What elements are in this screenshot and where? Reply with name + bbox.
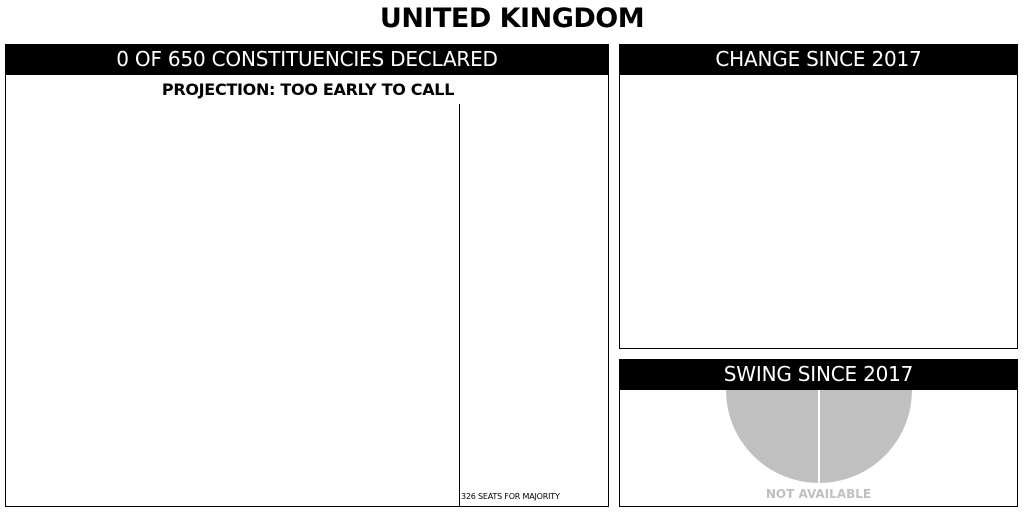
seats-panel-header: 0 OF 650 CONSTITUENCIES DECLARED — [5, 44, 609, 75]
majority-line — [459, 104, 460, 506]
swing-gauge — [726, 390, 912, 485]
seats-panel: 0 OF 650 CONSTITUENCIES DECLARED PROJECT… — [5, 44, 609, 507]
change-panel: CHANGE SINCE 2017 — [619, 44, 1018, 349]
swing-status: NOT AVAILABLE — [765, 487, 872, 501]
swing-panel-header: SWING SINCE 2017 — [619, 359, 1018, 390]
majority-label: 326 SEATS FOR MAJORITY — [461, 492, 560, 501]
change-panel-header: CHANGE SINCE 2017 — [619, 44, 1018, 75]
page-title: UNITED KINGDOM — [379, 3, 645, 34]
swing-panel: SWING SINCE 2017 NOT AVAILABLE — [619, 359, 1018, 507]
projection-status: PROJECTION: TOO EARLY TO CALL — [161, 80, 455, 99]
